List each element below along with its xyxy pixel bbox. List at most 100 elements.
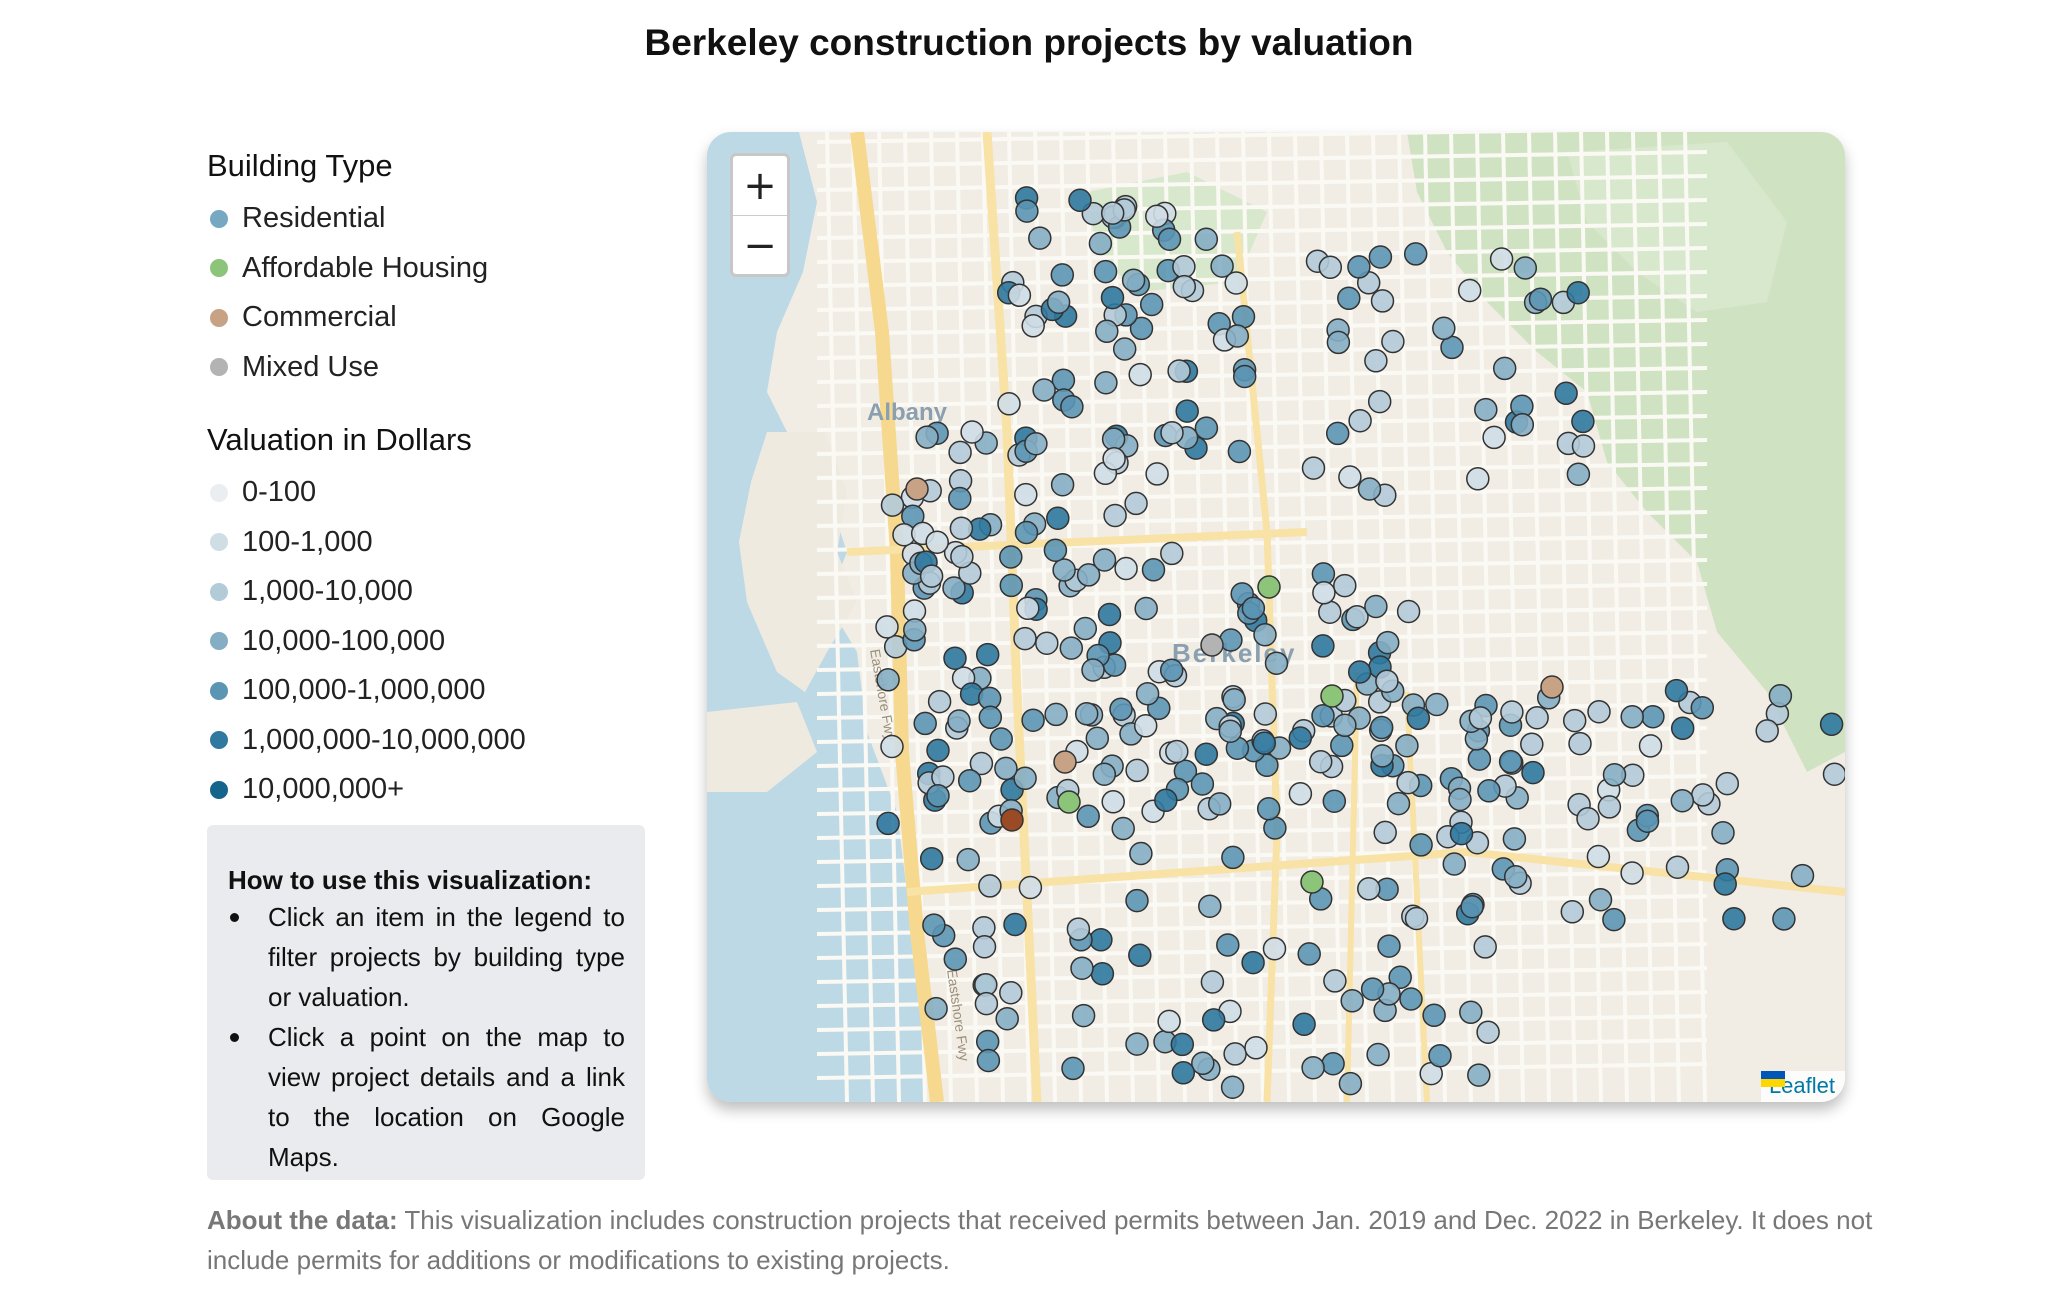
project-marker[interactable] — [1571, 434, 1596, 458]
project-marker[interactable] — [949, 516, 974, 540]
project-marker[interactable] — [956, 847, 980, 872]
project-marker[interactable] — [1216, 933, 1240, 957]
project-marker[interactable] — [1322, 789, 1347, 813]
project-marker[interactable] — [1089, 928, 1113, 952]
project-marker[interactable] — [1460, 894, 1484, 919]
project-marker[interactable] — [913, 711, 937, 736]
project-marker[interactable] — [1157, 1009, 1181, 1034]
project-marker[interactable] — [1373, 820, 1397, 845]
project-marker[interactable] — [1576, 806, 1600, 831]
project-marker[interactable] — [1288, 726, 1313, 750]
project-marker[interactable] — [999, 980, 1023, 1005]
project-marker[interactable] — [1223, 1042, 1247, 1066]
building-type-legend-item[interactable]: Affordable Housing — [207, 244, 647, 294]
project-marker[interactable] — [1620, 861, 1644, 885]
project-marker[interactable] — [1768, 683, 1793, 708]
project-marker[interactable] — [1128, 943, 1152, 968]
project-marker[interactable] — [1100, 201, 1125, 225]
project-marker[interactable] — [1345, 604, 1369, 629]
project-marker[interactable] — [1340, 989, 1364, 1013]
project-marker[interactable] — [1076, 563, 1101, 587]
valuation-legend-item[interactable]: 1,000,000-10,000,000 — [207, 716, 647, 766]
project-marker[interactable] — [1588, 887, 1613, 912]
project-marker[interactable] — [1200, 970, 1225, 994]
project-marker[interactable] — [1101, 790, 1125, 814]
project-marker[interactable] — [1241, 950, 1265, 975]
project-marker[interactable] — [1492, 356, 1517, 381]
project-marker[interactable] — [1103, 503, 1127, 528]
project-marker[interactable] — [1051, 368, 1076, 392]
project-marker[interactable] — [1172, 274, 1197, 299]
project-marker[interactable] — [1521, 760, 1545, 785]
project-marker[interactable] — [1360, 977, 1385, 1001]
project-marker[interactable] — [1190, 772, 1215, 796]
project-marker[interactable] — [1422, 1003, 1446, 1028]
project-marker[interactable] — [925, 530, 949, 554]
project-marker[interactable] — [1050, 263, 1075, 287]
valuation-legend-item[interactable]: 10,000-100,000 — [207, 617, 647, 667]
project-marker[interactable] — [1347, 255, 1371, 279]
project-marker[interactable] — [1338, 1071, 1363, 1096]
project-marker[interactable] — [1474, 397, 1498, 422]
project-marker[interactable] — [1088, 231, 1113, 256]
project-marker[interactable] — [1073, 616, 1098, 641]
project-marker[interactable] — [1134, 596, 1158, 621]
project-marker[interactable] — [1571, 409, 1595, 434]
project-marker[interactable] — [1388, 965, 1412, 990]
project-marker[interactable] — [995, 1006, 1019, 1031]
project-marker[interactable] — [1691, 783, 1715, 807]
project-marker[interactable] — [1207, 792, 1232, 816]
project-marker[interactable] — [1396, 770, 1420, 795]
project-marker[interactable] — [875, 615, 899, 639]
project-marker[interactable] — [1057, 790, 1081, 814]
project-marker[interactable] — [978, 874, 1002, 898]
project-marker[interactable] — [1139, 292, 1164, 317]
valuation-legend-item[interactable]: 0-100 — [207, 468, 647, 518]
project-marker[interactable] — [1323, 969, 1347, 993]
project-marker[interactable] — [1364, 594, 1388, 619]
project-marker[interactable] — [1525, 705, 1549, 730]
project-marker[interactable] — [1520, 732, 1544, 756]
project-marker[interactable] — [1772, 907, 1796, 931]
project-marker[interactable] — [1670, 716, 1695, 741]
project-marker[interactable] — [1755, 719, 1779, 743]
project-marker[interactable] — [1665, 855, 1690, 879]
zoom-out-button[interactable]: − — [743, 222, 777, 269]
project-marker[interactable] — [1071, 1003, 1096, 1028]
project-marker[interactable] — [1301, 1055, 1325, 1080]
project-marker[interactable] — [1288, 782, 1313, 806]
project-marker[interactable] — [1097, 602, 1122, 627]
project-marker[interactable] — [1357, 877, 1381, 901]
building-type-legend-item[interactable]: Residential — [207, 194, 647, 244]
project-marker[interactable] — [1016, 596, 1040, 621]
project-marker[interactable] — [1253, 702, 1278, 726]
project-marker[interactable] — [1311, 634, 1335, 658]
project-marker[interactable] — [1333, 573, 1357, 598]
project-marker[interactable] — [1141, 558, 1166, 582]
project-marker[interactable] — [1670, 788, 1695, 813]
project-marker[interactable] — [1129, 841, 1153, 866]
project-marker[interactable] — [1320, 684, 1344, 708]
project-marker[interactable] — [1028, 226, 1052, 250]
project-marker[interactable] — [1095, 319, 1119, 344]
project-marker[interactable] — [1053, 750, 1077, 774]
project-marker[interactable] — [1467, 747, 1492, 771]
project-marker[interactable] — [1554, 381, 1578, 406]
project-marker[interactable] — [915, 425, 939, 449]
project-marker[interactable] — [1159, 658, 1184, 683]
project-marker[interactable] — [1090, 962, 1115, 986]
project-marker[interactable] — [1171, 1061, 1196, 1085]
project-marker[interactable] — [1321, 1051, 1345, 1076]
project-marker[interactable] — [1300, 870, 1324, 894]
project-marker[interactable] — [1386, 791, 1411, 816]
project-marker[interactable] — [1256, 797, 1281, 821]
project-marker[interactable] — [1715, 771, 1740, 796]
project-marker[interactable] — [1220, 1075, 1245, 1099]
project-marker[interactable] — [1690, 696, 1715, 720]
project-marker[interactable] — [1502, 827, 1527, 851]
project-marker[interactable] — [978, 705, 1003, 730]
project-marker[interactable] — [1713, 872, 1737, 896]
project-marker[interactable] — [1094, 370, 1118, 395]
project-marker[interactable] — [1046, 290, 1071, 314]
project-marker[interactable] — [1100, 285, 1125, 310]
